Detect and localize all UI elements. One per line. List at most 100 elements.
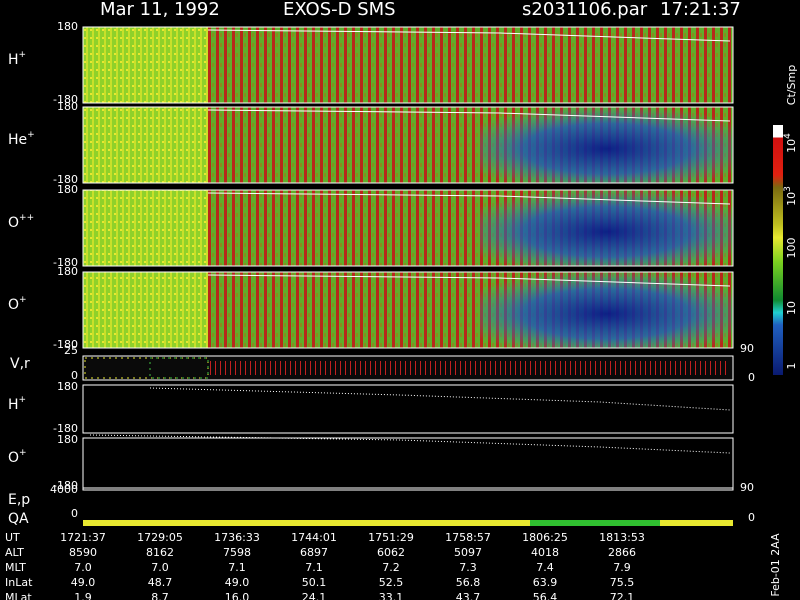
spectrogram-left	[83, 27, 208, 103]
y-min: -180	[53, 338, 78, 351]
row-value: 1813:53	[599, 531, 645, 544]
row-label: InLat	[5, 576, 33, 589]
row-value: 1736:33	[214, 531, 260, 544]
row-value: 33.1	[379, 591, 404, 600]
row-value: 1721:37	[60, 531, 106, 544]
row-value: 7.3	[459, 561, 477, 574]
row-value: 56.8	[456, 576, 481, 589]
spectrogram-trace	[207, 192, 731, 205]
stamp: Feb-01 2AA	[769, 533, 782, 597]
row-value: 8162	[146, 546, 174, 559]
ep-ymax: 4000	[50, 483, 78, 496]
row-value: 1.9	[74, 591, 92, 600]
vr-ymin: 0	[71, 369, 78, 382]
qa-label: QA	[8, 511, 29, 527]
row-label: MLT	[5, 561, 26, 574]
y-max: 180	[57, 100, 78, 113]
species-label: O+	[8, 295, 27, 314]
charge: +	[19, 448, 27, 458]
ep-label: E,p	[8, 492, 30, 508]
cb-base: 10	[785, 139, 798, 153]
row-value: 16.0	[225, 591, 250, 600]
charge: +	[27, 130, 35, 140]
row-value: 2866	[608, 546, 636, 559]
y-min: -180	[53, 256, 78, 269]
row-value: 24.1	[302, 591, 327, 600]
charge: +	[19, 295, 27, 305]
header-instrument: EXOS-D SMS	[283, 0, 396, 20]
header-time: 17:21:37	[660, 0, 741, 20]
row-value: 8590	[69, 546, 97, 559]
colorbar-label: 100	[785, 238, 798, 259]
row-value: 7.4	[536, 561, 554, 574]
vr-right-min: 0	[748, 371, 755, 384]
spectrogram-trace	[207, 29, 731, 42]
vr-trace-green	[149, 357, 209, 379]
spectrogram-frame	[82, 189, 734, 267]
y-max: 180	[57, 265, 78, 278]
o-line-frame	[82, 437, 734, 491]
qa-right-min: 0	[748, 511, 755, 524]
vr-panel-bg	[83, 356, 733, 380]
row-value: 48.7	[148, 576, 173, 589]
y-max: 180	[57, 183, 78, 196]
spectrogram-frame	[82, 26, 734, 104]
charge: +	[19, 395, 27, 405]
species: H	[8, 52, 19, 68]
h-line-frame	[82, 384, 734, 434]
y-max: 180	[57, 380, 78, 393]
h-line-trace	[149, 387, 731, 411]
charge: ++	[19, 213, 34, 223]
row-value: 49.0	[71, 576, 96, 589]
colorbar-label: 103	[783, 186, 799, 206]
row-value: 1806:25	[522, 531, 568, 544]
row-value: 1744:01	[291, 531, 337, 544]
row-value: 7.0	[151, 561, 169, 574]
row-value: 1751:29	[368, 531, 414, 544]
ep-right-max: 90	[740, 481, 754, 494]
vr-label: V,r	[10, 356, 30, 372]
y-max: 180	[57, 433, 78, 446]
cb-exp: 3	[783, 186, 793, 192]
species: O	[8, 215, 19, 231]
vr-ymax: 25	[64, 344, 78, 357]
row-value: 50.1	[302, 576, 327, 589]
spectrogram-depletion	[480, 107, 733, 183]
header-file: s2031106.par	[522, 0, 648, 20]
colorbar-label: 10	[785, 301, 798, 315]
header-date: Mar 11, 1992	[100, 0, 220, 20]
colorbar-label: 104	[783, 133, 799, 153]
row-value: 75.5	[610, 576, 635, 589]
spectrogram-depletion	[480, 272, 733, 348]
qa-ymin: 0	[71, 507, 78, 520]
spectrogram-right	[208, 27, 733, 103]
row-value: 56.4	[533, 591, 558, 600]
row-label: ALT	[5, 546, 24, 559]
row-value: 7.9	[613, 561, 631, 574]
row-value: 43.7	[456, 591, 481, 600]
colorbar	[773, 125, 783, 375]
row-value: 7.0	[74, 561, 92, 574]
row-value: 52.5	[379, 576, 404, 589]
row-value: 1758:57	[445, 531, 491, 544]
spectrogram-left	[83, 272, 208, 348]
spectrogram-trace	[207, 109, 731, 122]
row-value: 7598	[223, 546, 251, 559]
row-value: 6062	[377, 546, 405, 559]
y-min: -180	[53, 479, 78, 492]
species-label: O++	[8, 213, 34, 232]
row-value: 8.7	[151, 591, 169, 600]
row-value: 72.1	[610, 591, 635, 600]
y-min: -180	[53, 93, 78, 106]
species-label: O+	[8, 448, 27, 467]
cb-exp: 4	[783, 133, 793, 139]
qa-bar-green	[530, 520, 660, 526]
row-value: 63.9	[533, 576, 558, 589]
row-value: 1729:05	[137, 531, 183, 544]
spectrogram-trace	[207, 274, 731, 287]
vr-right-max: 90	[740, 342, 754, 355]
colorbar-title: Ct/Smp	[785, 65, 798, 105]
